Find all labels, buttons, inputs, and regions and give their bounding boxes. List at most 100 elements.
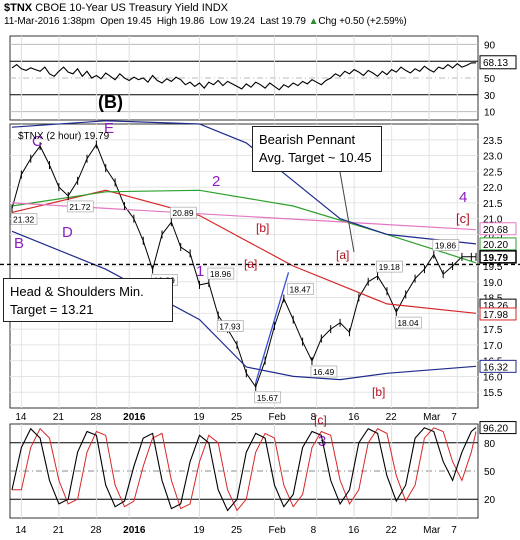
- x-tick-label-price: Mar: [423, 412, 441, 423]
- x-tick-label-stoch: 14: [15, 525, 27, 536]
- stoch-line: [11, 427, 477, 512]
- bearish-pennant-annotation: Bearish Pennant Avg. Target ~ 10.45: [252, 126, 382, 172]
- right-value-label: 19.79: [483, 253, 508, 264]
- stoch-tick-label: 80: [484, 439, 496, 450]
- price-tick-label: 15.5: [483, 388, 503, 399]
- x-tick-label-price: 8: [311, 412, 317, 423]
- rsi-tick-label: 90: [484, 40, 496, 51]
- wave-label: (B): [98, 92, 123, 112]
- point-label: 21.32: [13, 215, 35, 225]
- price-tick-label: 21.5: [483, 199, 503, 210]
- point-label: 17.93: [219, 322, 241, 332]
- point-label-box: [287, 283, 314, 295]
- point-label: 19.86: [435, 241, 457, 251]
- point-label: 18.04: [397, 318, 419, 328]
- point-label: 18.47: [290, 285, 312, 295]
- rsi-tick-label: 30: [484, 91, 496, 102]
- price-tick-label: 19.0: [483, 278, 503, 289]
- price-tick-label: 16.0: [483, 372, 503, 383]
- open-value: Open 19.45: [100, 16, 152, 27]
- x-tick-label-stoch: 22: [386, 525, 398, 536]
- stoch-tick-label: 20: [484, 495, 496, 506]
- point-label: 16.49: [313, 367, 335, 377]
- price-tick-label: 17.0: [483, 341, 503, 352]
- price-tick-label: 22.0: [483, 183, 503, 194]
- right-value-label: 17.98: [483, 310, 508, 321]
- exchange: INDX: [201, 2, 228, 14]
- x-tick-label-stoch: 21: [53, 525, 65, 536]
- x-tick-label-price: Feb: [268, 412, 286, 423]
- x-tick-label-stoch: 2016: [123, 525, 146, 536]
- point-label-box: [207, 267, 235, 280]
- stoch-last-label-box: [479, 421, 517, 435]
- price-tick-label: 23.0: [483, 152, 503, 163]
- point-label: 20.89: [172, 208, 194, 218]
- point-label-box: [254, 391, 282, 404]
- annotation-pointer: [339, 171, 355, 253]
- x-tick-label-price: 25: [231, 412, 243, 423]
- rsi-last-label-box: [479, 55, 517, 70]
- x-tick-label-stoch: 8: [311, 525, 317, 536]
- annotation-line: Avg. Target ~ 10.45: [259, 150, 372, 165]
- up-arrow-icon: ▲: [308, 16, 319, 27]
- point-label-box: [66, 200, 94, 213]
- date-time: 11-Mar-2016 1:38pm: [4, 16, 95, 27]
- price-tick-label: 23.5: [483, 136, 503, 147]
- stoch-last-label: 96.20: [483, 424, 508, 435]
- stoch-tick-label: 50: [484, 467, 496, 478]
- wave-label: [c]: [456, 211, 470, 226]
- annotation-line: Head & Shoulders Min.: [10, 284, 144, 299]
- right-value-label: 20.68: [483, 225, 508, 236]
- series-ma200: [11, 189, 477, 264]
- wave-label: [b]: [256, 221, 269, 235]
- x-tick-label-stoch: Feb: [268, 525, 286, 536]
- right-value-box: [479, 250, 517, 264]
- series-boll_lower: [11, 230, 477, 381]
- wave-label: 2: [212, 173, 220, 190]
- x-tick-label-price: 2016: [123, 412, 146, 423]
- price-tick-label: 21.0: [483, 215, 503, 226]
- x-tick-label-stoch: 7: [451, 525, 457, 536]
- point-label-box: [395, 316, 422, 329]
- x-tick-label-price: 21: [53, 412, 65, 423]
- wave-label: 4: [459, 189, 467, 206]
- right-value-label: 20.20: [483, 240, 508, 251]
- chart-header-line1: $TNX CBOE 10-Year US Treasury Yield INDX: [4, 2, 228, 14]
- projection-line: [255, 272, 290, 383]
- x-tick-label-price: 19: [193, 412, 205, 423]
- x-tick-label-price: 28: [90, 412, 102, 423]
- annotation-line: Bearish Pennant: [259, 132, 356, 147]
- x-tick-label-stoch: Mar: [423, 525, 441, 536]
- right-value-label: 18.26: [483, 301, 508, 312]
- rsi-tick-label: 10: [484, 108, 496, 119]
- wave-label: [b]: [372, 385, 385, 399]
- x-tick-label-price: 16: [348, 412, 360, 423]
- x-tick-label-price: 22: [386, 412, 398, 423]
- point-label: 19.18: [379, 262, 401, 272]
- wave-label: C: [32, 133, 43, 150]
- low-value: Low 19.24: [209, 16, 255, 27]
- x-tick-label-stoch: 25: [231, 525, 243, 536]
- high-value: High 19.86: [156, 16, 205, 27]
- x-tick-label-price: 14: [15, 412, 27, 423]
- point-label-box: [10, 213, 38, 225]
- x-tick-label-stoch: 16: [348, 525, 360, 536]
- point-label: 18.96: [210, 269, 232, 279]
- price-panel-title: $TNX (2 hour) 19.79: [18, 131, 110, 142]
- right-value-box: [479, 359, 517, 373]
- right-value-box: [479, 307, 517, 321]
- price-tick-label: 20.5: [483, 230, 503, 241]
- point-label-box: [216, 320, 244, 332]
- chart-header-line2: 11-Mar-2016 1:38pm Open 19.45 High 19.86…: [4, 16, 407, 27]
- wave-label: [c]: [314, 413, 327, 427]
- wave-label: E: [104, 120, 114, 137]
- point-label-box: [376, 260, 403, 273]
- rsi-line: [11, 62, 477, 91]
- rsi-last-label: 68.13: [483, 58, 508, 69]
- point-label: 15.67: [257, 393, 279, 403]
- x-tick-label-stoch: 19: [193, 525, 205, 536]
- change-value: Chg +0.50 (+2.59%): [318, 16, 407, 27]
- wave-label: [a]: [244, 257, 257, 271]
